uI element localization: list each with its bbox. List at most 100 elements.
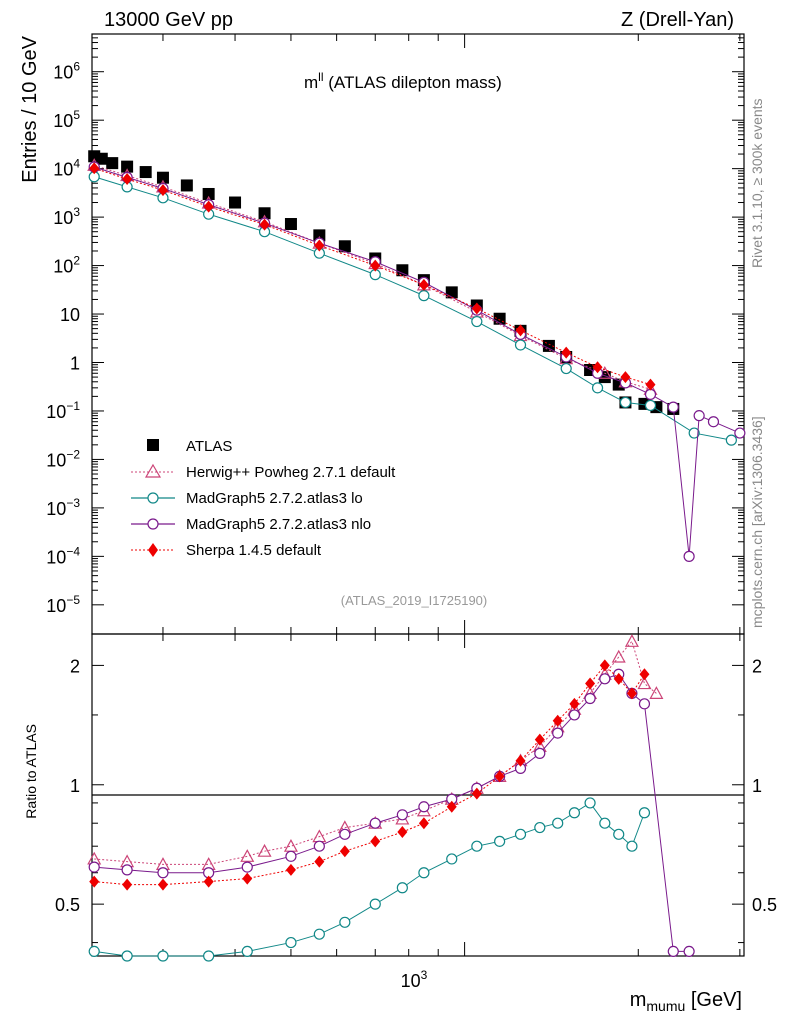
data-point-sherpa — [370, 835, 381, 848]
rivet-label: Rivet 3.1.10, ≥ 300k events — [749, 98, 765, 268]
data-point-mg-nlo — [552, 727, 564, 739]
series-line-2 — [94, 176, 732, 441]
data-point-atlas — [338, 240, 351, 253]
data-point-sherpa — [122, 878, 133, 891]
analysis-label: (ATLAS_2019_I1725190) — [341, 593, 487, 608]
legend-marker-mg-nlo — [147, 518, 159, 530]
data-point-mg-lo — [534, 821, 546, 834]
data-point-mg-nlo — [369, 817, 381, 829]
data-point-sherpa — [471, 302, 482, 315]
data-point-sherpa — [314, 855, 325, 868]
legend-marker-mg-lo — [147, 492, 159, 504]
data-point-sherpa — [89, 875, 100, 888]
series-line-4 — [94, 167, 651, 386]
data-point-atlas — [258, 207, 271, 220]
data-point-sherpa — [534, 733, 545, 746]
data-point-mg-lo — [725, 434, 737, 446]
data-point-mg-lo — [591, 382, 604, 394]
data-point-sherpa — [592, 361, 603, 374]
process-label: Z (Drell-Yan) — [621, 9, 734, 31]
ratio-tick-label-right: 0.5 — [752, 895, 777, 915]
data-point-sherpa — [122, 173, 133, 186]
main-tick-label: 10 — [60, 305, 80, 325]
data-point-mg-nlo — [638, 698, 651, 710]
data-point-mg-lo — [560, 362, 572, 375]
data-point-sherpa — [314, 239, 325, 252]
ratio-tick-label-left: 1 — [70, 776, 80, 796]
data-point-sherpa — [613, 672, 624, 685]
data-point-mg-nlo — [396, 809, 408, 821]
data-point-mg-lo — [584, 797, 596, 809]
series-4 — [89, 162, 656, 391]
data-point-atlas — [284, 218, 297, 231]
data-point-atlas — [139, 166, 152, 179]
legend-mg-nlo: MadGraph5 2.7.2.atlas3 nlo — [186, 516, 371, 533]
x-ticks — [162, 34, 741, 956]
data-point-mg-nlo — [157, 867, 169, 879]
x-axis-label: mmumu [GeV] — [630, 989, 742, 1014]
data-point-mg-lo — [418, 290, 430, 302]
data-point-mg-lo — [241, 945, 253, 958]
data-point-sherpa — [203, 875, 214, 888]
data-point-sherpa — [552, 714, 563, 727]
data-point-mg-nlo — [285, 850, 297, 862]
data-point-sherpa — [339, 845, 350, 858]
data-point-sherpa — [157, 878, 168, 891]
ratio-series-3 — [89, 659, 650, 891]
energy-label: 13000 GeV pp — [104, 9, 233, 31]
ratio-line-3 — [94, 664, 645, 886]
legend: ATLAS Herwig++ Powheg 2.7.1 default MadG… — [131, 438, 396, 559]
data-point-sherpa — [285, 863, 296, 876]
y-axis-label-main: Entries / 10 GeV — [19, 35, 41, 182]
data-point-mg-nlo — [667, 401, 679, 413]
data-point-mg-nlo — [568, 709, 581, 721]
data-point-mg-nlo — [599, 673, 611, 685]
data-point-mg-nlo — [418, 801, 430, 813]
x-tick-label: 103 — [401, 968, 428, 991]
data-point-mg-lo — [619, 396, 632, 409]
ratio-tick-label-left: 0.5 — [55, 895, 80, 915]
main-tick-label: 102 — [53, 254, 80, 277]
observable-title: mll (ATLAS dilepton mass) — [304, 70, 502, 92]
data-point-sherpa — [259, 218, 270, 231]
data-point-herwig — [283, 838, 298, 852]
ratio-series-1 — [88, 797, 651, 962]
main-series — [87, 150, 746, 562]
data-point-mg-nlo — [534, 747, 546, 759]
legend-sherpa: Sherpa 1.4.5 default — [186, 542, 322, 559]
data-point-mg-nlo — [693, 410, 705, 422]
data-point-sherpa — [620, 371, 631, 384]
data-point-sherpa — [585, 677, 596, 690]
data-point-mg-lo — [688, 427, 700, 439]
data-point-mg-lo — [285, 936, 297, 949]
data-point-sherpa — [599, 659, 610, 672]
legend-mg-lo: MadGraph5 2.7.2.atlas3 lo — [186, 490, 363, 507]
data-point-mg-nlo — [707, 416, 720, 428]
data-point-mg-lo — [418, 867, 430, 879]
data-point-atlas — [396, 264, 409, 277]
data-point-sherpa — [494, 770, 505, 783]
legend-herwig: Herwig++ Powheg 2.7.1 default — [186, 464, 396, 481]
ratio-y-ticks: 0.5 0.5 1 1 2 2 — [55, 656, 777, 944]
data-point-herwig — [637, 676, 652, 690]
data-point-sherpa — [569, 697, 580, 710]
legend-atlas: ATLAS — [186, 438, 232, 455]
data-point-mg-lo — [644, 399, 657, 412]
data-point-herwig — [257, 843, 272, 857]
series-2 — [88, 171, 737, 446]
main-tick-label: 10−2 — [46, 447, 80, 470]
data-point-sherpa — [645, 378, 656, 391]
data-point-sherpa — [626, 687, 637, 700]
data-point-atlas — [156, 171, 169, 184]
data-point-mg-nlo — [667, 945, 679, 958]
data-point-sherpa — [203, 200, 214, 213]
data-point-herwig — [624, 634, 639, 647]
main-tick-label: 104 — [53, 157, 80, 180]
data-point-mg-lo — [599, 817, 611, 829]
data-point-herwig — [649, 686, 664, 699]
data-point-sherpa — [515, 324, 526, 337]
data-point-mg-lo — [396, 882, 408, 894]
data-point-mg-nlo — [584, 692, 596, 705]
